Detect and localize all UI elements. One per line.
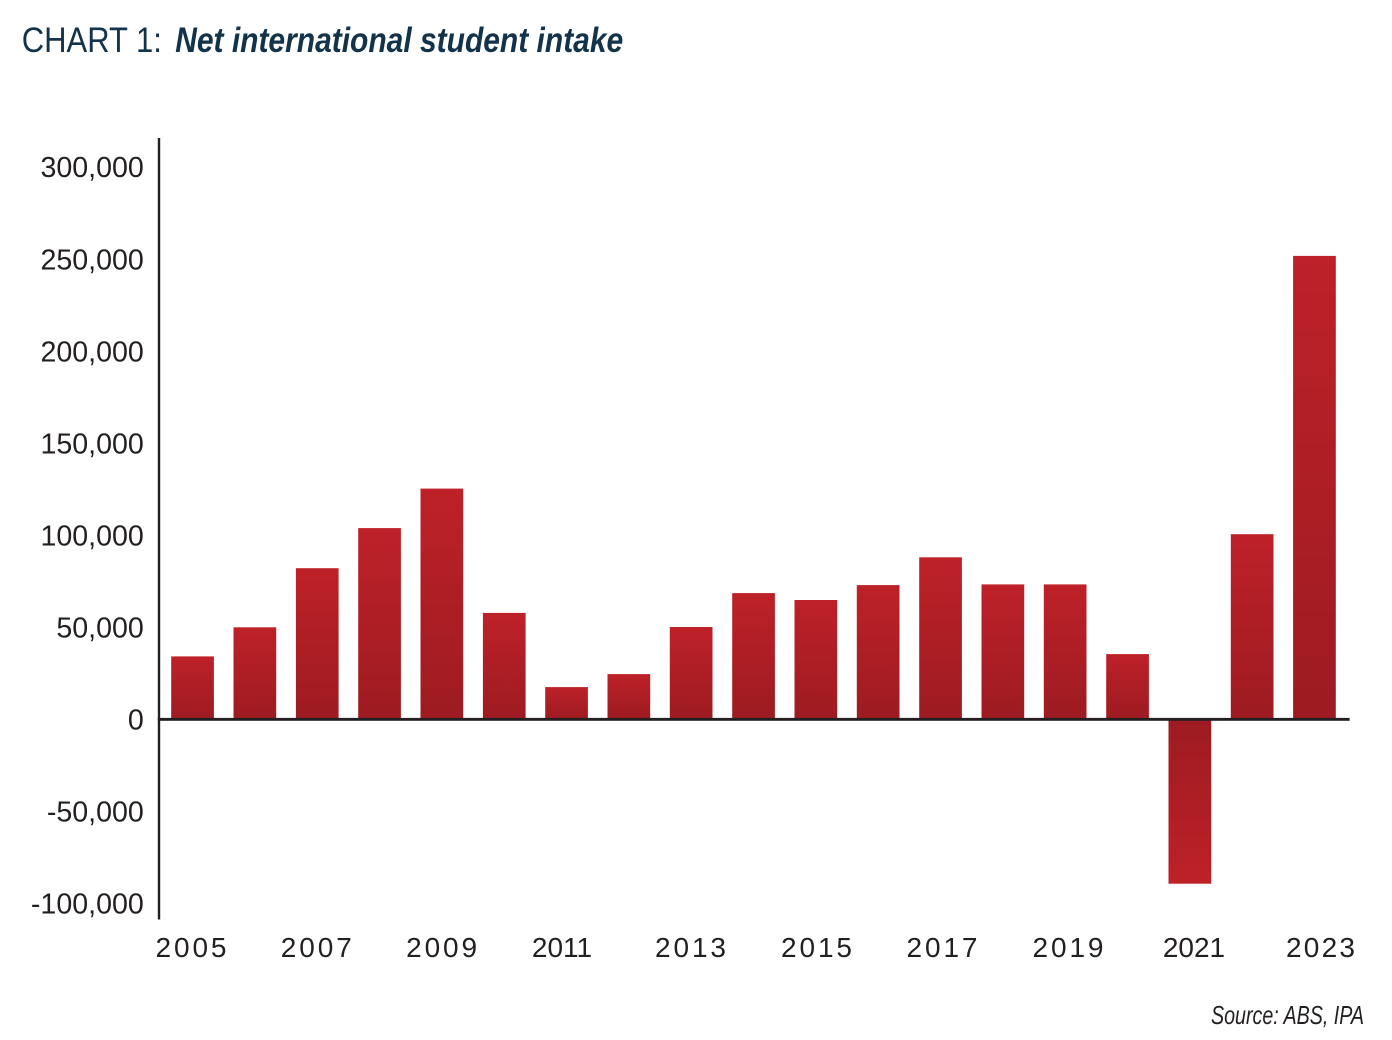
svg-text:2005: 2005 (156, 932, 227, 963)
svg-text:-100,000: -100,000 (31, 889, 144, 921)
svg-text:2023: 2023 (1286, 932, 1355, 963)
svg-text:2007: 2007 (281, 932, 352, 963)
svg-text:150,000: 150,000 (40, 428, 143, 460)
svg-text:100,000: 100,000 (40, 520, 143, 552)
svg-text:2019: 2019 (1033, 932, 1104, 963)
svg-text:2011: 2011 (532, 932, 592, 963)
svg-text:2015: 2015 (781, 932, 852, 963)
svg-text:200,000: 200,000 (40, 336, 143, 368)
svg-text:2013: 2013 (655, 932, 726, 963)
svg-text:50,000: 50,000 (56, 613, 143, 645)
svg-text:0: 0 (128, 705, 144, 737)
svg-text:-50,000: -50,000 (47, 797, 144, 829)
svg-text:2021: 2021 (1163, 932, 1225, 963)
svg-text:Source: ABS, IPA: Source: ABS, IPA (1211, 1000, 1364, 1030)
svg-text:300,000: 300,000 (40, 152, 143, 184)
svg-text:Net international student inta: Net international student intake (175, 20, 623, 60)
svg-text:2017: 2017 (907, 932, 978, 963)
svg-text:2009: 2009 (406, 932, 477, 963)
svg-text:250,000: 250,000 (40, 244, 143, 276)
svg-text:CHART 1:: CHART 1: (22, 20, 162, 60)
